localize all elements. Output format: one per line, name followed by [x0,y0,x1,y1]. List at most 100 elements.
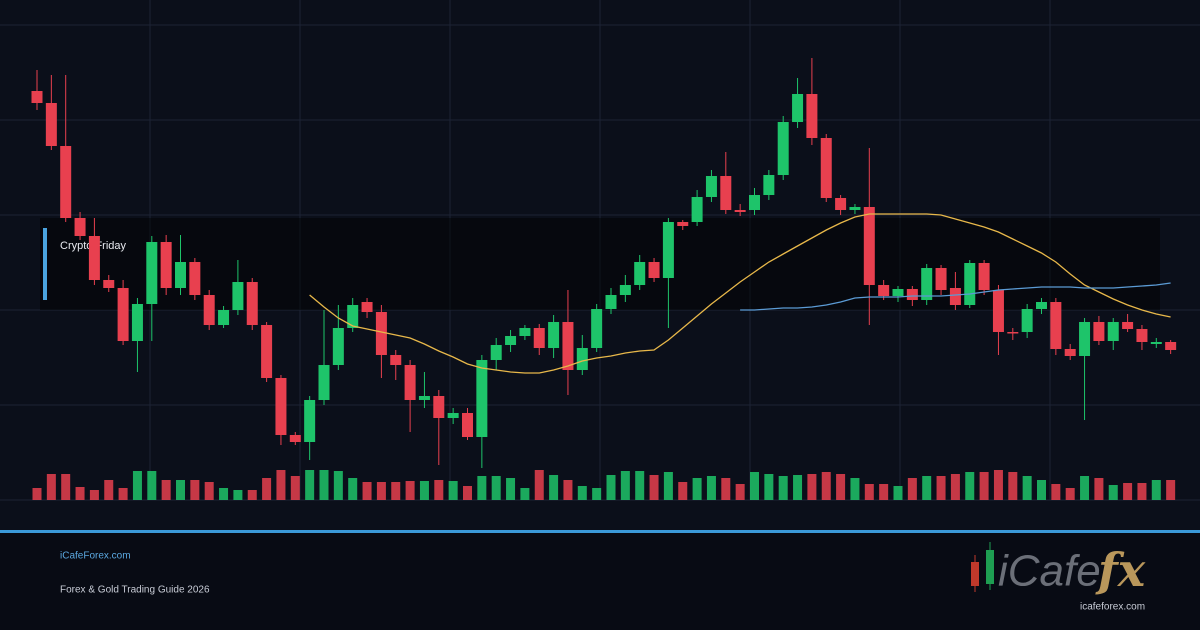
volume-bar [104,480,114,500]
candle-body [691,197,703,222]
volume-bar [1022,476,1032,500]
candle-body [361,302,373,312]
volume-bar [132,471,142,500]
volume-bar [75,487,85,500]
candle-body [576,348,588,370]
volume-bar [333,471,343,500]
candle-body [203,295,215,325]
volume-bar [348,478,358,500]
logo-fx: fx [1095,543,1146,597]
candle-body [964,263,976,305]
volume-bar [376,482,386,500]
candle-body [375,312,387,355]
volume-bar [807,474,817,500]
volume-bar [764,474,774,500]
volume-bar [549,475,559,500]
volume-bar [506,478,516,500]
candle-body [1107,322,1119,341]
volume-bar [1094,478,1104,500]
candle-body [476,360,488,437]
candle-body [490,345,502,360]
volume-bar [89,490,99,500]
candle-body [462,413,473,437]
candle-body [189,262,201,295]
candle-body [1064,349,1076,356]
candle-body [720,176,732,210]
candle-body [878,285,890,296]
volume-bar [118,488,128,500]
candle-body [433,396,445,418]
volume-bar [32,488,42,500]
candle-body [1021,309,1033,332]
candle-body [777,122,789,175]
volume-bar [620,471,630,500]
volume-bar [864,484,874,500]
candle-body [261,325,273,378]
candle-body [103,280,115,288]
volume-bar [1123,483,1133,500]
logo-text: iCafe [998,547,1101,596]
volume-bar [850,478,860,500]
volume-bar [577,486,587,500]
volume-bar [219,488,229,500]
candle-body [648,262,660,278]
candle-body [505,336,517,345]
volume-bar [405,481,415,500]
volume-bar [434,480,444,500]
volume-bar [706,476,716,500]
candle-body [1165,342,1177,350]
candle-body [1036,302,1047,309]
candle-body [892,289,904,296]
volume-bar [204,482,214,500]
volume-bar [46,474,56,500]
candle-body [347,305,359,328]
candle-body [31,91,43,103]
candle-body [949,288,961,305]
candle-body [117,288,129,341]
candle-body [146,242,158,304]
candle-body [1150,342,1162,344]
volume-bar [463,486,472,500]
volume-bar [793,475,803,500]
candle-body [906,289,918,300]
moving-average [309,213,1171,374]
candle-body [131,304,143,341]
candle-body [978,263,990,290]
volume-bar [290,476,300,500]
volume-bar [778,476,788,500]
logo-url: icafeforex.com [1080,602,1145,613]
candle-body [175,262,186,288]
volume-bar [1137,483,1147,500]
candle-body [275,378,287,435]
volume-bar [276,470,286,500]
candle-body [677,222,689,226]
volume-bar [520,488,530,500]
candle-body [304,400,316,442]
volume-bar [635,471,645,500]
separator [0,530,1200,533]
volume-bar [161,480,171,500]
volume-bar [262,478,272,500]
volume-bar [965,472,975,500]
volume-bar [1080,476,1090,500]
candle-body [806,94,818,138]
volume-bar [750,472,759,500]
candle-body [591,309,603,348]
volume-bar [319,470,329,500]
candle-body [447,413,459,418]
volume-bar [592,488,602,500]
volume-bar [419,481,429,500]
volume-bar [678,482,688,500]
candle-body [548,322,560,348]
candle-body [218,310,230,325]
volume-bar [735,484,745,500]
volume-bar [993,470,1003,500]
candle-body [45,103,57,146]
volume-bar [692,478,702,500]
candle-body [318,365,330,400]
candle-body [619,285,631,295]
candle-body [749,195,760,210]
candle-body [662,222,674,278]
volume-bar [879,484,889,500]
volume-bar [362,482,372,500]
